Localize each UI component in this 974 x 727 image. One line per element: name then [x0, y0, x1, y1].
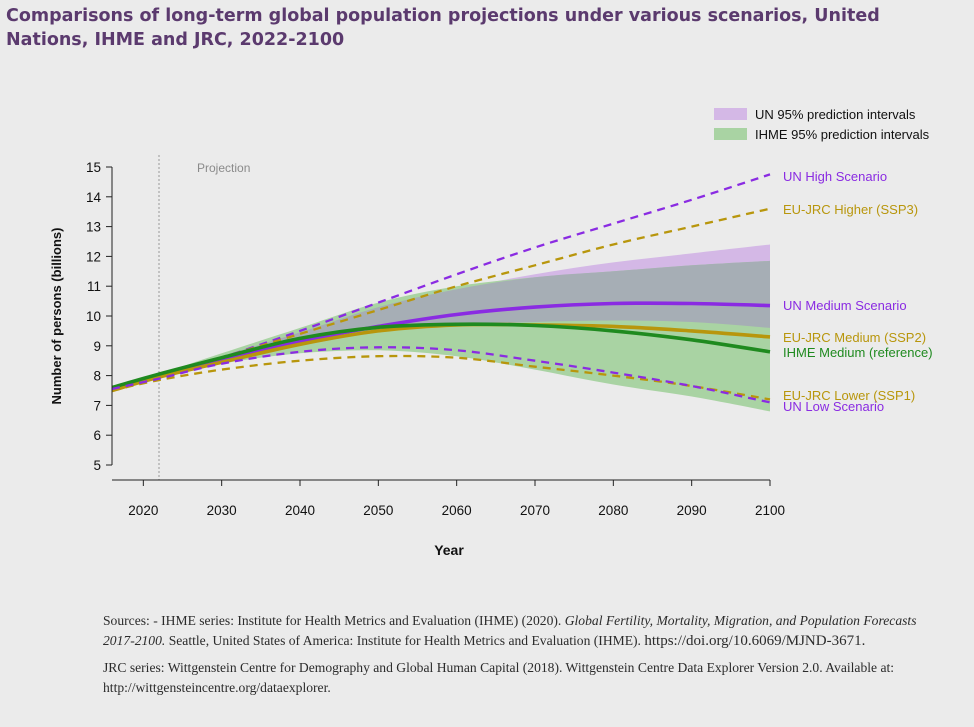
legend-label-un: UN 95% prediction intervals	[755, 107, 916, 122]
series-label-un-medium-scenario: UN Medium Scenario	[783, 298, 907, 313]
legend-swatch-ihme	[714, 128, 747, 140]
ihme-doi-link[interactable]: https://doi.org/10.6069/MJND-3671.	[644, 633, 866, 649]
chart-title: Comparisons of long-term global populati…	[6, 6, 880, 50]
x-tick-label-2090: 2090	[677, 503, 707, 518]
x-axis-title: Year	[434, 542, 464, 558]
y-tick-label-11: 11	[87, 279, 101, 294]
series-line-ihme-medium-reference	[111, 322, 771, 390]
series-label-un-high-scenario: UN High Scenario	[783, 169, 887, 184]
jrc-source: JRC series: Wittgenstein Centre for Demo…	[103, 660, 895, 695]
projection-label: Projection	[197, 161, 250, 175]
x-tick-label-2020: 2020	[128, 503, 158, 518]
series-label-un-low-scenario: UN Low Scenario	[783, 399, 884, 414]
series-line-un-low-scenario	[111, 346, 771, 404]
legend-label-ihme: IHME 95% prediction intervals	[755, 127, 930, 142]
y-axis-title: Number of persons (billions)	[49, 228, 64, 405]
y-tick-label-10: 10	[86, 309, 101, 324]
y-tick-label-12: 12	[86, 249, 101, 264]
x-tick-label-2080: 2080	[598, 503, 628, 518]
x-tick-label-2030: 2030	[207, 503, 237, 518]
x-tick-label-2060: 2060	[442, 503, 472, 518]
y-tick-label-8: 8	[93, 369, 101, 384]
y-tick-label-13: 13	[86, 220, 101, 235]
population-projection-chart: Projection UN High Scenario EU-JRC Higher …	[49, 107, 933, 558]
y-tick-label-14: 14	[86, 190, 102, 205]
x-tick-label-2070: 2070	[520, 503, 550, 518]
series-label-eu-jrc-medium-ssp2: EU-JRC Medium (SSP2)	[783, 330, 926, 345]
x-tick-label-2050: 2050	[363, 503, 393, 518]
legend-swatch-un	[714, 108, 747, 120]
x-tick-label-2040: 2040	[285, 503, 315, 518]
y-tick-label-7: 7	[93, 398, 101, 413]
series-label-eu-jrc-lower-ssp1: EU-JRC Lower (SSP1)	[783, 388, 915, 403]
y-tick-label-6: 6	[93, 428, 101, 443]
series-label-eu-jrc-higher-ssp3: EU-JRC Higher (SSP3)	[783, 202, 918, 217]
y-tick-label-5: 5	[93, 458, 101, 473]
y-tick-label-9: 9	[93, 339, 101, 354]
ihme-source-rest: Seattle, United States of America: Insti…	[165, 633, 645, 648]
sources-note: Sources: - IHME series: Institute for He…	[103, 611, 951, 705]
ihme-source-prefix: Sources: - IHME series: Institute for He…	[103, 613, 565, 628]
x-tick-label-2100: 2100	[755, 503, 785, 518]
series-label-ihme-medium-reference: IHME Medium (reference)	[783, 345, 933, 360]
ihme-source-title: Global Fertility, Mortality, Migration, …	[103, 613, 917, 648]
series-line-eu-jrc-lower-ssp1	[111, 354, 771, 401]
ihme-source: Sources: - IHME series: Institute for He…	[103, 611, 951, 651]
y-tick-label-15: 15	[86, 160, 101, 175]
